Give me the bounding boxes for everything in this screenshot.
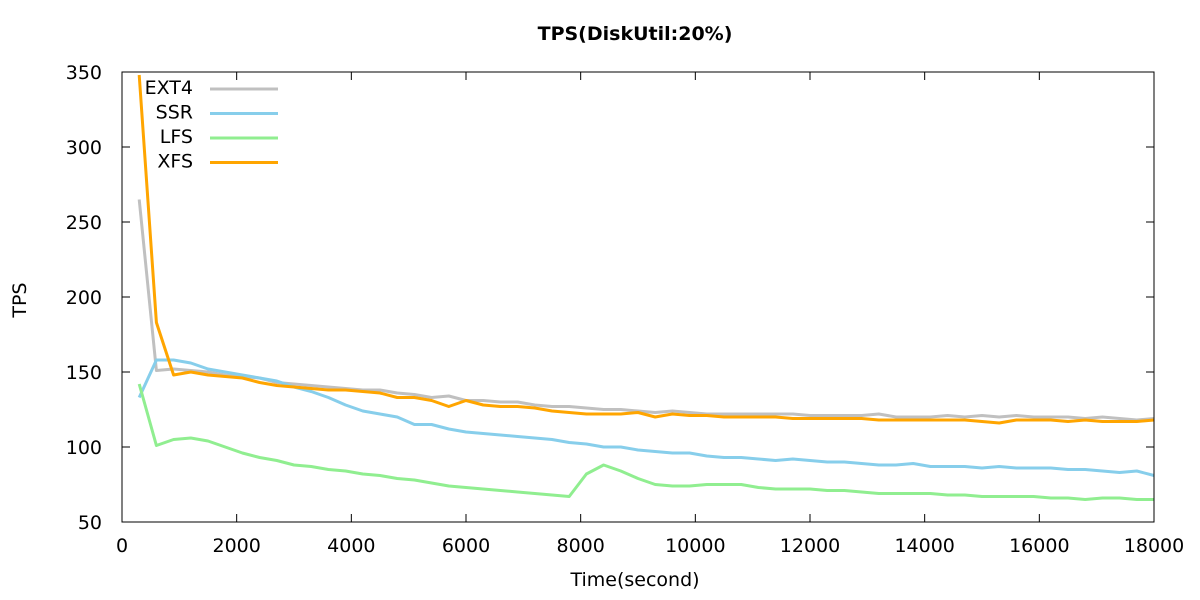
y-tick-label: 200	[66, 287, 102, 309]
y-tick-label: 100	[66, 437, 102, 459]
legend-label-ext4: EXT4	[145, 77, 193, 99]
series-line-ext4	[137, 199, 1155, 422]
x-tick-label: 16000	[1009, 535, 1069, 557]
y-tick-label: 250	[66, 212, 102, 234]
y-axis-label: TPS	[9, 282, 31, 318]
series-line-xfs	[137, 74, 1155, 425]
x-tick-label: 14000	[894, 535, 954, 557]
plot-frame	[121, 71, 1155, 523]
x-axis-label: Time(second)	[569, 569, 699, 591]
y-tick-label: 350	[66, 62, 102, 84]
x-tick-label: 8000	[556, 535, 604, 557]
y-tick-label: 150	[66, 362, 102, 384]
chart-title: TPS(DiskUtil:20%)	[538, 23, 733, 45]
y-tick-label: 50	[78, 512, 102, 534]
series-line-ssr	[137, 358, 1155, 477]
x-tick-label: 0	[116, 535, 128, 557]
x-tick-label: 10000	[665, 535, 725, 557]
x-tick-label: 18000	[1124, 535, 1184, 557]
x-tick-label: 6000	[442, 535, 490, 557]
legend-label-ssr: SSR	[156, 102, 193, 124]
legend-label-xfs: XFS	[157, 151, 193, 173]
x-tick-label: 2000	[212, 535, 260, 557]
axis-ticks: 0 2000 4000 6000 8000 10000 12000 14000 16000 180…	[66, 62, 1184, 557]
x-tick-label: 4000	[327, 535, 375, 557]
y-tick-label: 300	[66, 137, 102, 159]
legend-label-lfs: LFS	[160, 126, 193, 148]
series-line-lfs	[137, 383, 1154, 501]
x-tick-label: 12000	[780, 535, 840, 557]
series-layer	[137, 74, 1155, 501]
